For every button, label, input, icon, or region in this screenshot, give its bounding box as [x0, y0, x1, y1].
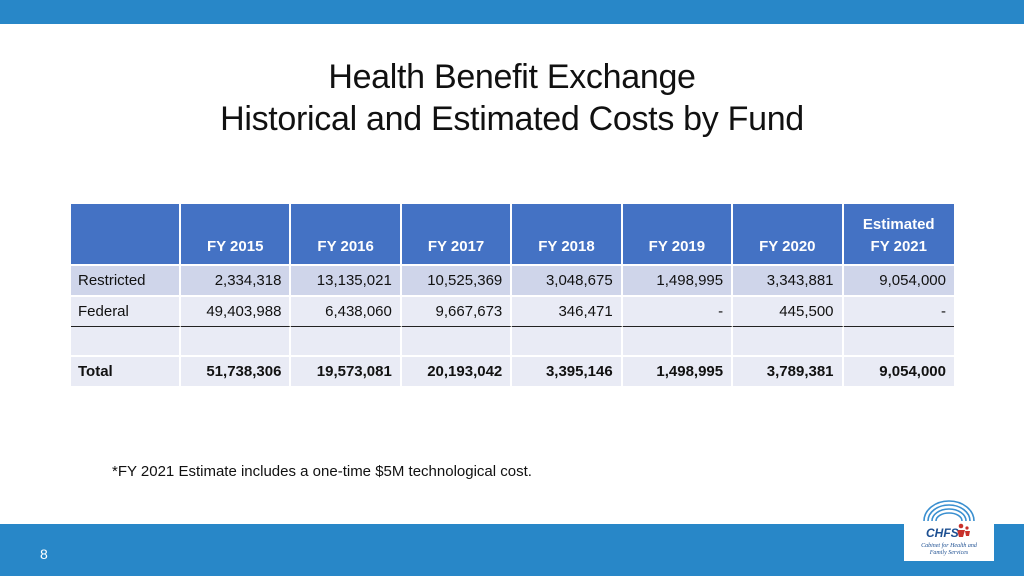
header-cell-fy2017: FY 2017	[401, 204, 513, 264]
table-cell: 20,193,042	[401, 355, 513, 386]
table-row-federal: Federal 49,403,988 6,438,060 9,667,673 3…	[71, 295, 954, 326]
top-accent-bar	[0, 0, 1024, 24]
svg-text:CHFS: CHFS	[926, 526, 959, 540]
table-cell	[843, 326, 954, 355]
header-cell-fy2020: FY 2020	[733, 204, 844, 264]
table-cell	[291, 326, 402, 355]
svg-text:Cabinet for Health and: Cabinet for Health and	[921, 542, 978, 549]
table-cell: 1,498,995	[622, 355, 734, 386]
table-cell: 3,789,381	[733, 355, 844, 386]
table-cell: 3,048,675	[512, 264, 623, 295]
row-label: Restricted	[71, 264, 181, 295]
row-label: Federal	[71, 295, 181, 326]
header-cell-fund	[71, 204, 181, 264]
header-cell-fy2021-estimated: Estimated FY 2021	[843, 204, 954, 264]
table-cell: 19,573,081	[291, 355, 402, 386]
header-cell-fy2018: FY 2018	[512, 204, 623, 264]
header-cell-fy2019: FY 2019	[622, 204, 734, 264]
slide-title: Health Benefit Exchange Historical and E…	[0, 56, 1024, 140]
table-cell: 2,334,318	[181, 264, 292, 295]
table-cell	[733, 326, 844, 355]
slide-title-line-1: Health Benefit Exchange	[328, 58, 696, 96]
table-cell: 13,135,021	[291, 264, 402, 295]
costs-by-fund-table: FY 2015 FY 2016 FY 2017 FY 2018 FY 2019 …	[71, 204, 954, 386]
table-cell	[401, 326, 513, 355]
header-fy2021-line-1: Estimated	[862, 216, 935, 233]
row-label	[71, 326, 181, 355]
table-cell: 3,395,146	[512, 355, 623, 386]
table-cell: -	[843, 295, 954, 326]
table-cell: 49,403,988	[181, 295, 292, 326]
footnote: *FY 2021 Estimate includes a one-time $5…	[112, 463, 532, 480]
table-cell: 9,054,000	[843, 355, 954, 386]
table-cell: 9,054,000	[843, 264, 954, 295]
table-cell: 6,438,060	[291, 295, 402, 326]
row-label: Total	[71, 355, 181, 386]
table-cell: -	[622, 295, 734, 326]
header-cell-fy2016: FY 2016	[291, 204, 402, 264]
table-row-total: Total 51,738,306 19,573,081 20,193,042 3…	[71, 355, 954, 386]
chfs-logo-icon: CHFS Cabinet for Health and Family Servi…	[921, 500, 978, 556]
table-row-restricted: Restricted 2,334,318 13,135,021 10,525,3…	[71, 264, 954, 295]
table-cell: 445,500	[733, 295, 844, 326]
table-cell: 1,498,995	[622, 264, 734, 295]
table-row-blank	[71, 326, 954, 355]
table-cell	[622, 326, 734, 355]
chfs-logo: CHFS Cabinet for Health and Family Servi…	[904, 497, 994, 561]
header-fy2021-line-2: FY 2021	[870, 238, 927, 255]
page-number: 8	[40, 546, 48, 562]
bottom-accent-bar	[0, 524, 1024, 576]
table-cell	[181, 326, 292, 355]
slide-title-line-2: Historical and Estimated Costs by Fund	[220, 100, 804, 138]
svg-text:Family Services: Family Services	[929, 550, 969, 556]
header-cell-fy2015: FY 2015	[181, 204, 292, 264]
table-cell: 3,343,881	[733, 264, 844, 295]
table-cell: 10,525,369	[401, 264, 513, 295]
table-header-row: FY 2015 FY 2016 FY 2017 FY 2018 FY 2019 …	[71, 204, 954, 264]
table-cell: 346,471	[512, 295, 623, 326]
table-cell: 9,667,673	[401, 295, 513, 326]
table-cell	[512, 326, 623, 355]
table-cell: 51,738,306	[181, 355, 292, 386]
